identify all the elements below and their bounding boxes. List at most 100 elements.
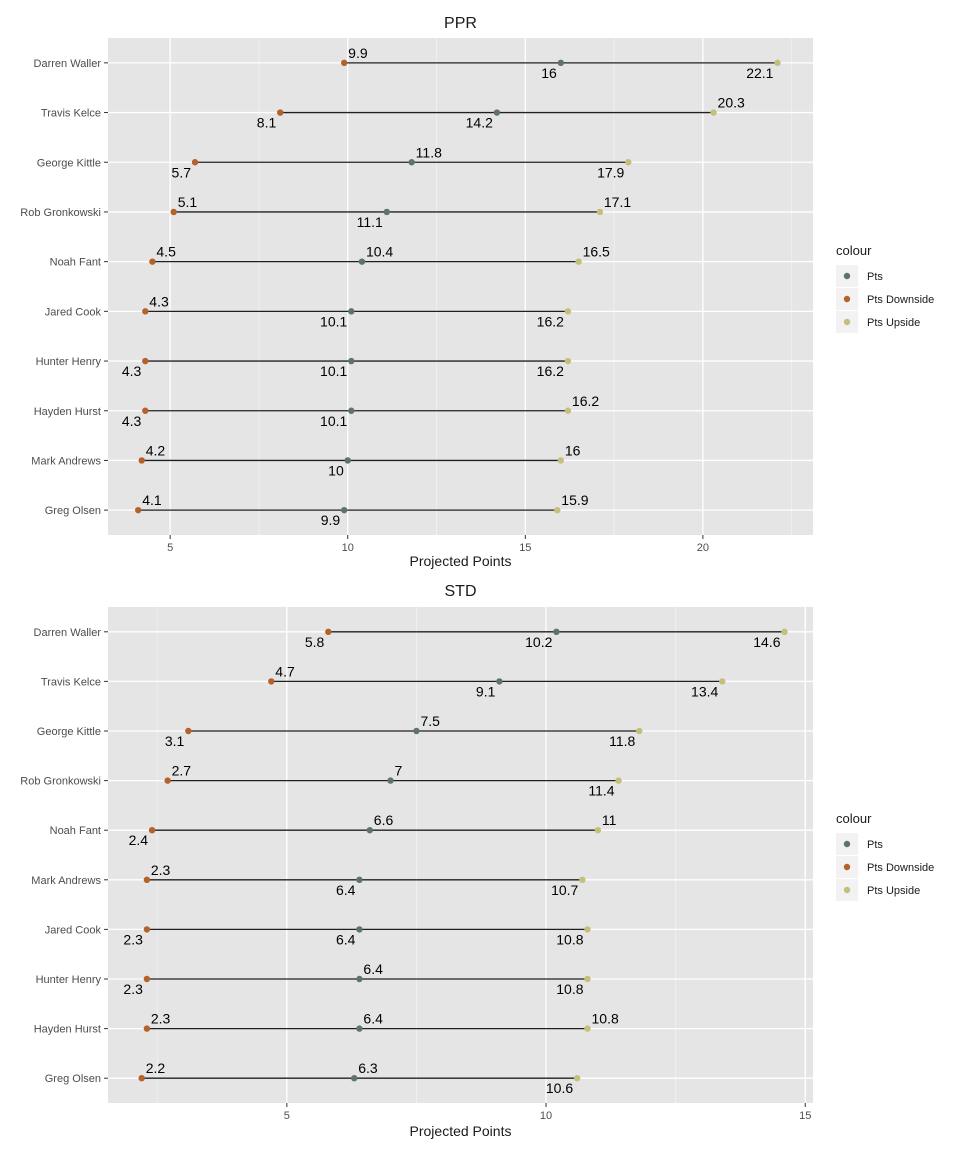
- chart1-data-label-pts-upside-hayden-hurst: 16.2: [572, 393, 599, 409]
- chart1-data-label-pts-downside-darren-waller: 9.9: [348, 45, 368, 61]
- chart2-point-pts-downside-greg-olsen: [138, 1075, 145, 1082]
- chart1-x-tick-label: 10: [342, 542, 354, 554]
- chart1-data-label-pts-upside-travis-kelce: 20.3: [718, 95, 745, 111]
- chart2-point-pts-upside-darren-waller: [781, 628, 788, 635]
- chart1-point-pts-downside-hayden-hurst: [142, 407, 149, 414]
- chart2-point-pts-downside-noah-fant: [148, 827, 156, 834]
- chart2-point-pts-greg-olsen: [351, 1075, 358, 1082]
- chart1-point-pts-hayden-hurst: [348, 407, 355, 414]
- chart1-data-label-pts-downside-jared-cook: 4.3: [149, 293, 169, 309]
- chart1-point-pts-upside-hayden-hurst: [564, 407, 572, 414]
- chart1-legend-swatch-pts-upside: [843, 318, 851, 326]
- chart1-legend-label-pts-upside: Pts Upside: [867, 317, 920, 329]
- chart2-data-label-pts-upside-travis-kelce: 13.4: [691, 683, 718, 699]
- chart2-y-tick-label-travis-kelce: Travis Kelce: [41, 676, 101, 688]
- chart2-point-pts-george-kittle: [413, 727, 420, 735]
- chart1-data-label-pts-george-kittle: 11.8: [416, 144, 442, 160]
- chart1-point-pts-noah-fant: [358, 258, 366, 265]
- chart1-data-label-pts-upside-greg-olsen: 15.9: [561, 492, 588, 508]
- chart2-data-label-pts-downside-travis-kelce: 4.7: [275, 663, 295, 679]
- chart1-point-pts-downside-mark-andrews: [138, 457, 145, 464]
- chart2-data-label-pts-downside-hayden-hurst: 2.3: [151, 1011, 171, 1027]
- chart2-point-pts-downside-darren-waller: [325, 628, 332, 635]
- chart2-data-label-pts-noah-fant: 6.6: [374, 812, 394, 828]
- chart1-legend-title: colour: [836, 243, 872, 258]
- chart1-point-pts-george-kittle: [408, 159, 415, 166]
- chart1-point-pts-downside-noah-fant: [149, 258, 156, 265]
- chart1-data-label-pts-upside-hunter-henry: 16.2: [537, 363, 564, 379]
- chart2-point-pts-downside-rob-gronkowski: [164, 777, 171, 784]
- chart1-y-tick-label-hunter-henry: Hunter Henry: [36, 356, 102, 368]
- chart1-legend-swatch-pts-downside: [843, 295, 851, 303]
- chart2-data-label-pts-rob-gronkowski: 7: [395, 763, 403, 779]
- chart1-point-pts-rob-gronkowski: [383, 208, 391, 216]
- chart2-x-tick-label: 5: [284, 1110, 290, 1122]
- chart2-point-pts-upside-rob-gronkowski: [615, 777, 622, 784]
- chart2-data-label-pts-upside-darren-waller: 14.6: [753, 634, 780, 650]
- chart1-data-label-pts-downside-greg-olsen: 4.1: [142, 492, 162, 508]
- chart1-point-pts-upside-greg-olsen: [554, 506, 561, 514]
- chart2-y-tick-label-rob-gronkowski: Rob Gronkowski: [20, 776, 101, 788]
- chart2-legend-swatch-pts-upside: [843, 886, 851, 894]
- chart2-point-pts-upside-hayden-hurst: [584, 1025, 591, 1032]
- chart1-data-label-pts-upside-noah-fant: 16.5: [583, 244, 610, 260]
- chart2-point-pts-noah-fant: [366, 827, 373, 834]
- chart1-data-label-pts-rob-gronkowski: 11.1: [357, 214, 383, 230]
- chart1-point-pts-upside-hunter-henry: [564, 357, 572, 365]
- chart1-x-tick-label: 15: [519, 542, 531, 554]
- chart1-point-pts-upside-george-kittle: [625, 159, 632, 166]
- chart2-point-pts-darren-waller: [553, 628, 560, 635]
- chart1-data-label-pts-downside-mark-andrews: 4.2: [146, 442, 166, 458]
- chart2-legend-label-pts-upside: Pts Upside: [867, 885, 920, 897]
- chart2-data-label-pts-hunter-henry: 6.4: [363, 961, 383, 977]
- chart1-point-pts-mark-andrews: [344, 457, 351, 464]
- chart1-point-pts-downside-greg-olsen: [134, 506, 142, 514]
- chart2-data-label-pts-downside-hunter-henry: 2.3: [123, 981, 143, 997]
- chart2-data-label-pts-mark-andrews: 6.4: [336, 882, 356, 898]
- chart2-legend-title: colour: [836, 811, 872, 826]
- chart1-data-label-pts-downside-george-kittle: 5.7: [172, 164, 192, 180]
- chart1-panel-background: [108, 38, 813, 535]
- chart2-data-label-pts-upside-jared-cook: 10.8: [556, 931, 583, 947]
- chart1-point-pts-upside-mark-andrews: [557, 457, 565, 464]
- chart1-point-pts-upside-travis-kelce: [710, 109, 717, 116]
- chart2-legend-swatch-pts: [843, 840, 851, 848]
- chart1-data-label-pts-hunter-henry: 10.1: [320, 363, 347, 379]
- chart2-y-tick-label-greg-olsen: Greg Olsen: [45, 1073, 101, 1085]
- chart2-point-pts-downside-george-kittle: [185, 727, 192, 735]
- chart1-title: PPR: [444, 15, 477, 32]
- chart2-legend-swatch-pts-downside: [843, 863, 851, 871]
- chart2-x-tick-label: 15: [799, 1110, 811, 1122]
- chart1-point-pts-upside-jared-cook: [564, 308, 572, 315]
- chart2-y-tick-label-george-kittle: George Kittle: [37, 726, 101, 738]
- chart1-point-pts-downside-jared-cook: [142, 308, 149, 315]
- chart2-point-pts-downside-hunter-henry: [143, 975, 151, 983]
- chart1-point-pts-upside-rob-gronkowski: [596, 208, 604, 216]
- chart2-data-label-pts-hayden-hurst: 6.4: [363, 1011, 383, 1027]
- chart1-data-label-pts-darren-waller: 16: [541, 65, 557, 81]
- chart2-data-label-pts-darren-waller: 10.2: [525, 634, 552, 650]
- chart2-point-pts-hunter-henry: [356, 975, 363, 983]
- chart2-data-label-pts-george-kittle: 7.5: [420, 713, 440, 729]
- chart1-y-tick-label-jared-cook: Jared Cook: [45, 306, 102, 318]
- chart1-x-tick-label: 20: [697, 542, 709, 554]
- chart1-point-pts-upside-darren-waller: [774, 59, 781, 67]
- chart2-panel-background: [108, 607, 813, 1103]
- chart2-data-label-pts-upside-hayden-hurst: 10.8: [592, 1011, 619, 1027]
- chart2-point-pts-upside-mark-andrews: [579, 876, 586, 883]
- chart2-point-pts-downside-jared-cook: [143, 926, 151, 933]
- chart1-data-label-pts-greg-olsen: 9.9: [321, 512, 341, 528]
- chart2-y-tick-label-darren-waller: Darren Waller: [34, 627, 102, 639]
- chart2-y-tick-label-jared-cook: Jared Cook: [45, 924, 102, 936]
- chart1-data-label-pts-downside-noah-fant: 4.5: [156, 244, 176, 260]
- chart1-data-label-pts-downside-hunter-henry: 4.3: [122, 363, 142, 379]
- chart2-data-label-pts-upside-hunter-henry: 10.8: [556, 981, 583, 997]
- chart2-point-pts-upside-greg-olsen: [573, 1075, 581, 1082]
- chart2-point-pts-mark-andrews: [356, 876, 363, 883]
- chart2-data-label-pts-downside-george-kittle: 3.1: [165, 733, 185, 749]
- chart2-point-pts-upside-jared-cook: [584, 926, 591, 933]
- chart2-point-pts-hayden-hurst: [356, 1025, 363, 1032]
- chart1-data-label-pts-upside-mark-andrews: 16: [565, 442, 581, 458]
- chart1-point-pts-downside-rob-gronkowski: [170, 208, 177, 216]
